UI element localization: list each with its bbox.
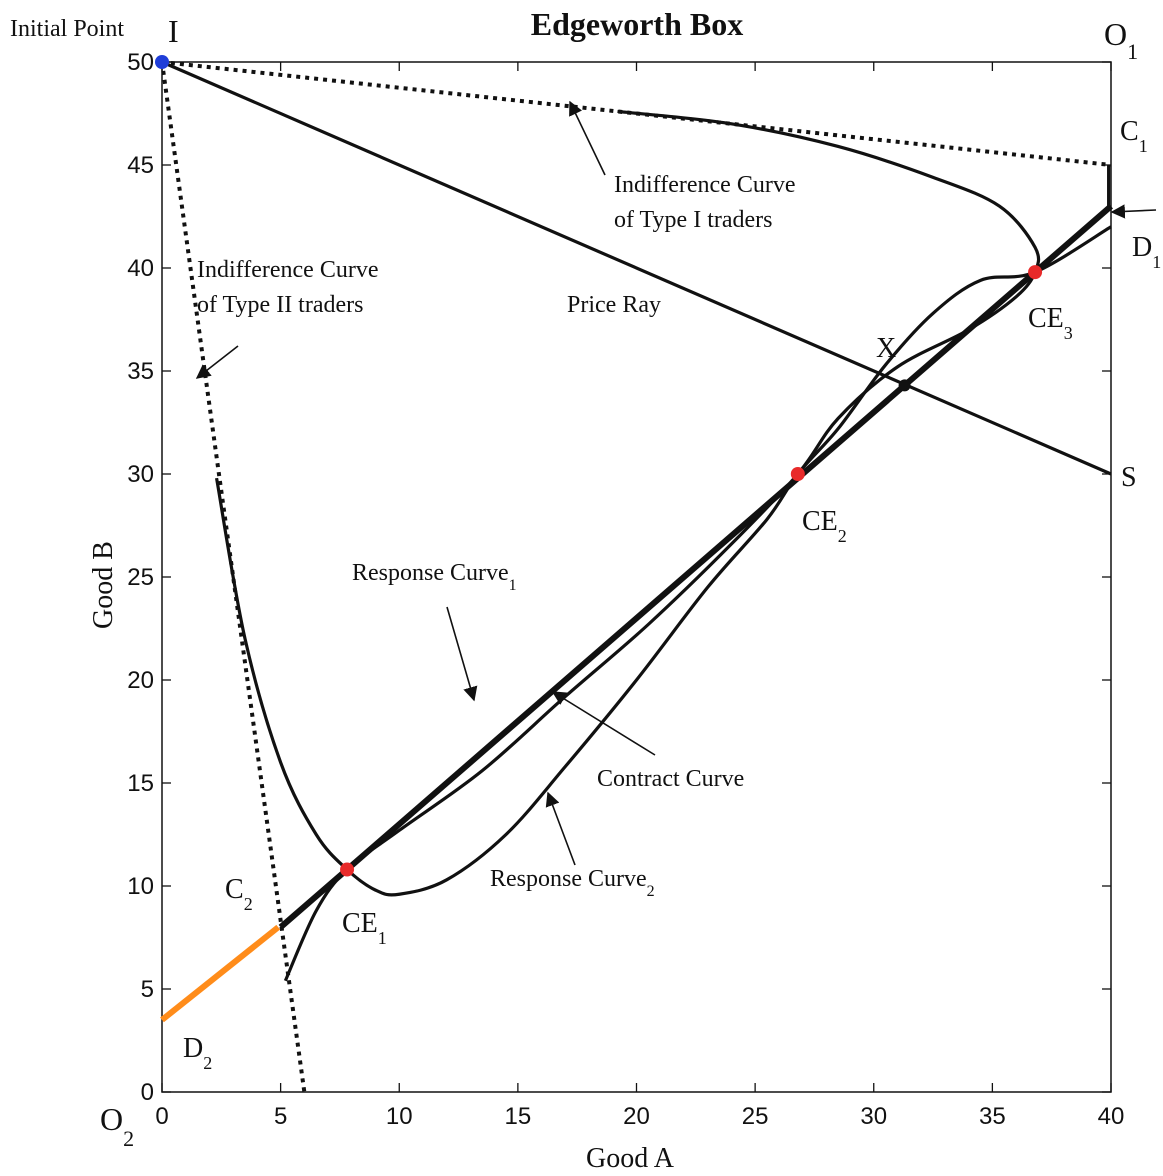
axis-ticks: 0 5 10 15 20 25 30 35 40 0 5 10 15 20 25 30 35 40 45 50	[127, 49, 1124, 1130]
y-tick-label: 10	[127, 873, 154, 900]
CE1-sub: 1	[378, 928, 387, 948]
x-tick-label: 5	[274, 1103, 287, 1130]
contract-arrow	[551, 691, 656, 756]
ic-type2-line	[160, 61, 307, 1093]
points-layer	[155, 55, 1043, 877]
CE2-main: CE	[802, 506, 838, 537]
D1-main: D	[1132, 232, 1152, 263]
y-tick-label: 45	[127, 152, 154, 179]
ce3-marker	[1028, 265, 1043, 280]
C1-sub: 1	[1139, 136, 1148, 156]
price-ray-label: Price Ray	[567, 292, 661, 318]
y-tick-label: 30	[127, 461, 154, 488]
y-axis-label: Good B	[88, 541, 119, 629]
ic2-label-line1: Indifference Curve	[197, 257, 378, 283]
response2-label: Response Curve2	[490, 866, 655, 900]
x-tick-label: 30	[860, 1103, 887, 1130]
X-label: X	[876, 333, 896, 364]
D1-sub: 1	[1152, 252, 1161, 272]
curves-layer	[160, 60, 1113, 1093]
ce2-marker	[790, 467, 805, 481]
CE1-main: CE	[342, 908, 378, 939]
response2-main: Response Curve	[490, 866, 647, 892]
D1-label: D1	[1132, 232, 1161, 272]
annotation-arrows	[195, 100, 1157, 866]
x-tick-label: 0	[155, 1103, 168, 1130]
y-tick-label: 35	[127, 358, 154, 385]
y-tick-label: 50	[127, 49, 154, 76]
response2-arrow	[545, 791, 576, 866]
D2-sub: 2	[203, 1053, 212, 1073]
initial-point-marker	[155, 55, 169, 69]
C2-sub: 2	[244, 894, 253, 914]
chart-title: Edgeworth Box	[531, 6, 743, 42]
response-curve-1-line	[214, 225, 1112, 897]
x-tick-label: 15	[505, 1103, 532, 1130]
c2-d2-segment	[160, 924, 281, 1023]
S-label: S	[1121, 462, 1137, 493]
O1-sub: 1	[1127, 39, 1138, 64]
response1-main: Response Curve	[352, 560, 509, 586]
D2-main: D	[183, 1033, 203, 1064]
x-tick-label: 40	[1098, 1103, 1125, 1130]
O2-label: O2	[100, 1101, 134, 1151]
ic1-label-line2: of Type I traders	[614, 207, 772, 233]
C2-label: C2	[225, 874, 253, 914]
CE3-sub: 3	[1064, 323, 1073, 343]
D2-label: D2	[183, 1033, 212, 1073]
y-tick-label: 20	[127, 667, 154, 694]
ic1-label-line1: Indifference Curve	[614, 172, 795, 198]
C1-main: C	[1120, 116, 1139, 147]
y-tick-label: 25	[127, 564, 154, 591]
d1-arrow	[1110, 204, 1157, 219]
CE3-main: CE	[1028, 303, 1064, 334]
ce1-marker	[340, 862, 355, 877]
CE2-label: CE2	[802, 506, 847, 546]
x-tick-label: 25	[742, 1103, 769, 1130]
x-point-marker	[898, 379, 911, 392]
O1-label: O1	[1104, 16, 1138, 64]
x-tick-label: 10	[386, 1103, 413, 1130]
contract-label: Contract Curve	[597, 766, 744, 792]
x-tick-label: 20	[623, 1103, 650, 1130]
contract-curve-line	[278, 203, 1113, 930]
CE3-label: CE3	[1028, 303, 1073, 343]
response2-sub: 2	[647, 883, 655, 900]
x-tick-label: 35	[979, 1103, 1006, 1130]
initial-point-label: Initial Point	[10, 16, 124, 42]
x-axis-label: Good A	[586, 1143, 675, 1174]
CE1-label: CE1	[342, 908, 387, 948]
ic2-arrow	[195, 345, 239, 379]
response1-sub: 1	[509, 577, 517, 594]
price-ray-line	[161, 60, 1112, 476]
response-curve-2-line	[283, 109, 1041, 982]
y-tick-label: 0	[141, 1079, 154, 1106]
ic2-label-line2: of Type II traders	[197, 292, 363, 318]
CE2-sub: 2	[838, 526, 847, 546]
y-tick-label: 15	[127, 770, 154, 797]
O2-sub: 2	[123, 1126, 134, 1151]
response1-label: Response Curve1	[352, 560, 517, 594]
O2-main: O	[100, 1101, 123, 1137]
C2-main: C	[225, 874, 244, 905]
ic1-arrow	[569, 100, 606, 176]
y-tick-label: 40	[127, 255, 154, 282]
C1-label: C1	[1120, 116, 1148, 156]
O1-main: O	[1104, 16, 1127, 52]
y-tick-label: 5	[141, 976, 154, 1003]
point-I-label: I	[168, 13, 179, 49]
response1-arrow	[446, 606, 478, 702]
